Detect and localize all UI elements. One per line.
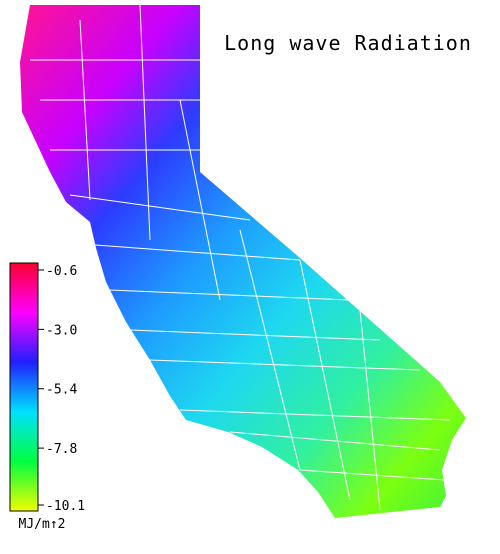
colorbar-tick-label: -10.1 [46,499,85,514]
colorbar-unit: MJ/m↑2 [19,517,66,532]
colorbar [9,262,39,512]
county-lines [30,4,451,511]
colorbar-tick-label: -5.4 [46,383,77,398]
colorbar-tick-label: -0.6 [46,264,77,279]
colorbar-ticks: -0.6 -3.0 -5.4 -7.8 -10.1 [38,264,85,514]
map-title: Long wave Radiation [224,31,472,55]
colorbar-tick-label: -3.0 [46,323,77,338]
colorbar-tick-label: -7.8 [46,442,77,457]
state-shape [20,5,466,518]
